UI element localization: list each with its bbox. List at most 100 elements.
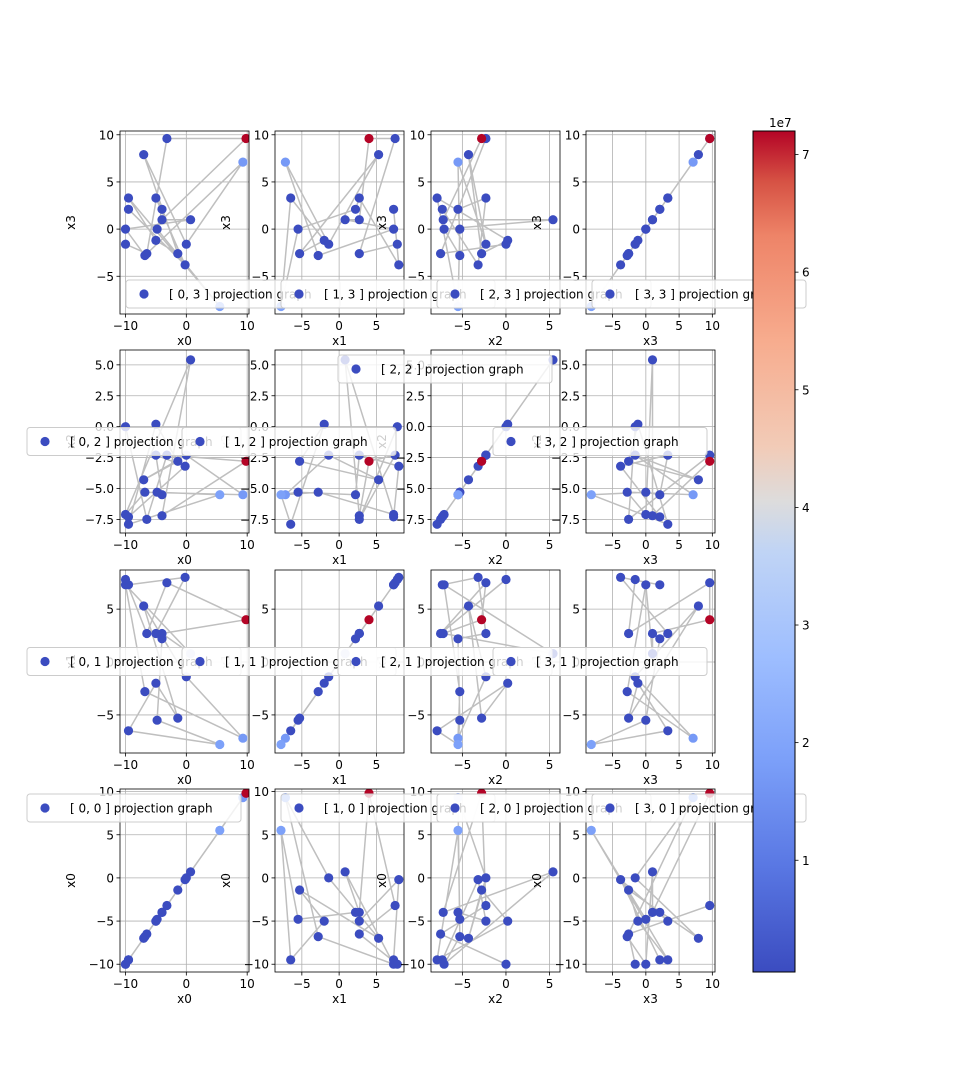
scatter-point <box>313 932 323 942</box>
scatter-point <box>151 916 161 926</box>
legend-marker <box>450 289 460 299</box>
y-tick-label: 5 <box>572 828 580 842</box>
subplot-grid: −10 0 10 −5 0 5 10 x0 x3 −5 0 5 −5 0 5 10 x1 x3 −5 0 5 −5 0 5 10… <box>64 128 720 1006</box>
scatter-point <box>181 873 191 883</box>
x-axis-label: x3 <box>643 553 658 567</box>
scatter-point <box>622 250 632 261</box>
x-tick-label: 0 <box>642 977 650 991</box>
colorbar-exponent: 1e7 <box>769 116 792 130</box>
scatter-point <box>350 204 361 214</box>
scatter-point <box>142 628 152 639</box>
scatter-point <box>313 250 323 261</box>
y-tick-label: 10 <box>410 128 425 142</box>
y-tick-label: −7.5 <box>85 513 114 527</box>
legend-marker <box>195 656 205 667</box>
scatter-point <box>473 875 483 885</box>
x-tick-label: 5 <box>373 977 381 991</box>
scatter-point <box>437 580 447 590</box>
x-tick-label: 10 <box>240 758 255 772</box>
scatter-point <box>481 873 491 883</box>
scatter-point <box>286 519 296 529</box>
scatter-point <box>705 900 715 911</box>
scatter-point <box>364 133 374 144</box>
scatter-point <box>436 249 446 259</box>
scatter-point <box>663 955 673 965</box>
scatter-point <box>438 628 448 639</box>
legend-label: [ 0, 0 ] projection graph <box>70 802 213 816</box>
legend-marker <box>195 436 205 447</box>
x-tick-label: −5 <box>293 319 311 333</box>
y-tick-label: 0.0 <box>406 420 425 434</box>
scatter-point <box>354 215 364 225</box>
legend-marker <box>351 656 361 667</box>
scatter-point <box>641 487 651 497</box>
scatter-point <box>140 687 150 697</box>
scatter-point <box>693 150 704 160</box>
y-tick-label: 5 <box>572 175 580 189</box>
scatter-point <box>586 739 596 750</box>
scatter-point <box>641 959 651 969</box>
axes-frame <box>430 788 561 973</box>
series-line <box>280 137 400 307</box>
y-tick-label: 0 <box>106 223 114 237</box>
y-tick-label: 5 <box>106 175 114 189</box>
scatter-point <box>286 955 296 965</box>
scatter-point <box>641 914 651 924</box>
scatter-point <box>324 873 334 883</box>
scatter-point <box>586 825 596 836</box>
scatter-point <box>151 678 161 688</box>
scatter-point <box>151 235 161 245</box>
scatter-point <box>140 250 150 261</box>
scatter-point <box>157 634 167 644</box>
legend-label: [ 1, 1 ] projection graph <box>225 655 368 669</box>
scatter-point <box>392 959 402 969</box>
legend: [ 3, 2 ] projection graph <box>492 427 708 456</box>
x-tick-label: 5 <box>373 758 381 772</box>
y-axis-label: x0 <box>530 873 544 888</box>
scatter-point <box>293 914 303 924</box>
y-axis-label: x0 <box>375 873 389 888</box>
scatter-point <box>437 204 447 214</box>
y-tick-label: 5 <box>417 603 425 617</box>
y-tick-label: 5 <box>417 828 425 842</box>
x-axis-label: x1 <box>332 773 347 787</box>
scatter-point <box>180 572 190 583</box>
scatter-point <box>276 825 286 836</box>
scatter-point <box>340 215 350 225</box>
x-tick-label: 0 <box>183 319 191 333</box>
scatter-point <box>151 419 161 429</box>
y-tick-label: 5.0 <box>561 358 580 372</box>
x-tick-label: 0 <box>502 538 510 552</box>
scatter-point <box>139 150 149 160</box>
series-line <box>280 359 400 527</box>
scatter-point <box>286 193 296 203</box>
scatter-point <box>463 601 474 611</box>
y-tick-label: −5 <box>562 708 580 722</box>
y-tick-label: 0 <box>417 871 425 885</box>
scatter-point <box>663 628 673 639</box>
scatter-point <box>641 580 651 590</box>
y-tick-label: 0 <box>572 871 580 885</box>
scatter-point <box>481 900 491 911</box>
x-tick-label: −5 <box>454 758 472 772</box>
scatter-point <box>186 355 196 365</box>
scatter-point <box>477 713 487 723</box>
axes-frame <box>585 788 716 973</box>
scatter-point <box>647 907 658 918</box>
scatter-point <box>180 260 190 270</box>
scatter-point <box>392 239 402 249</box>
scatter-point <box>389 224 399 234</box>
y-tick-label: −7.5 <box>240 513 269 527</box>
legend-box <box>26 793 242 823</box>
scatter-point <box>340 867 350 877</box>
scatter-point <box>319 916 329 926</box>
scatter-point <box>350 490 361 500</box>
x-tick-label: −10 <box>113 319 138 333</box>
scatter-point <box>432 519 442 529</box>
legend-box <box>492 427 708 456</box>
scatter-point <box>319 678 329 688</box>
scatter-point <box>157 907 167 918</box>
scatter-point <box>655 907 665 918</box>
y-tick-label: −5 <box>251 708 269 722</box>
x-tick-label: 0 <box>335 319 343 333</box>
